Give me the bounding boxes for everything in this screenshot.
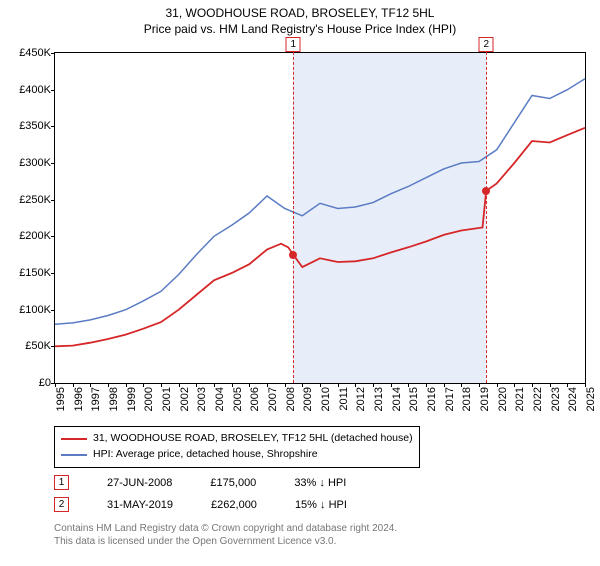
xtick-label: 2017	[444, 387, 456, 411]
legend-label: HPI: Average price, detached house, Shro…	[93, 447, 318, 463]
xtick-label: 2009	[302, 387, 314, 411]
chart-title: 31, WOODHOUSE ROAD, BROSELEY, TF12 5HL P…	[0, 6, 600, 37]
sale-row-1: 1 27-JUN-2008 £175,000 33% ↓ HPI	[54, 475, 346, 490]
xtick-label: 2018	[461, 387, 473, 411]
ytick-mark	[51, 236, 55, 237]
footnote-line-2: This data is licensed under the Open Gov…	[54, 535, 397, 548]
xtick-label: 2021	[514, 387, 526, 411]
series-price_paid	[55, 128, 585, 346]
footnote: Contains HM Land Registry data © Crown c…	[54, 522, 397, 548]
ytick-mark	[51, 346, 55, 347]
xtick-label: 2022	[532, 387, 544, 411]
xtick-label: 2016	[426, 387, 438, 411]
xtick-label: 2006	[249, 387, 261, 411]
series-hpi	[55, 79, 585, 325]
legend-label: 31, WOODHOUSE ROAD, BROSELEY, TF12 5HL (…	[93, 431, 413, 447]
plot-area: £0£50K£100K£150K£200K£250K£300K£350K£400…	[54, 52, 586, 384]
title-line-2: Price paid vs. HM Land Registry's House …	[0, 22, 600, 38]
xtick-label: 2011	[338, 387, 350, 411]
marker-box: 2	[479, 37, 494, 52]
marker-dashed-line	[486, 37, 487, 383]
down-arrow-icon: ↓	[320, 499, 326, 511]
ytick-mark	[51, 200, 55, 201]
xtick-label: 2013	[373, 387, 385, 411]
sale-dot	[289, 251, 297, 259]
xtick-label: 2019	[479, 387, 491, 411]
xtick-label: 2003	[196, 387, 208, 411]
xtick-label: 2001	[161, 387, 173, 411]
xtick-label: 2020	[497, 387, 509, 411]
xtick-label: 2002	[179, 387, 191, 411]
xtick-label: 2004	[214, 387, 226, 411]
sale-marker-1: 1	[54, 475, 69, 490]
sale-date-1: 27-JUN-2008	[107, 477, 172, 489]
xtick-label: 2010	[320, 387, 332, 411]
marker-dashed-line	[293, 37, 294, 383]
ytick-label: £150K	[19, 267, 51, 279]
ytick-mark	[51, 163, 55, 164]
ytick-mark	[51, 273, 55, 274]
ytick-label: £0	[39, 377, 51, 389]
sale-marker-2: 2	[54, 497, 69, 512]
down-arrow-icon: ↓	[319, 477, 325, 489]
ytick-mark	[51, 53, 55, 54]
xtick-label: 2008	[285, 387, 297, 411]
xtick-label: 2005	[232, 387, 244, 411]
legend-row: HPI: Average price, detached house, Shro…	[61, 447, 413, 463]
ytick-label: £400K	[19, 84, 51, 96]
footnote-line-1: Contains HM Land Registry data © Crown c…	[54, 522, 397, 535]
sale-price-1: £175,000	[210, 477, 256, 489]
ytick-label: £450K	[19, 47, 51, 59]
ytick-label: £100K	[19, 304, 51, 316]
xtick-label: 1998	[108, 387, 120, 411]
xtick-label: 1996	[73, 387, 85, 411]
xtick-label: 2007	[267, 387, 279, 411]
title-line-1: 31, WOODHOUSE ROAD, BROSELEY, TF12 5HL	[0, 6, 600, 22]
chart-container: 31, WOODHOUSE ROAD, BROSELEY, TF12 5HL P…	[0, 6, 600, 566]
xtick-label: 1999	[126, 387, 138, 411]
sale-delta-1: 33% ↓ HPI	[294, 477, 346, 489]
xtick-label: 1995	[55, 387, 67, 411]
ytick-label: £250K	[19, 194, 51, 206]
ytick-mark	[51, 310, 55, 311]
xtick-label: 2023	[550, 387, 562, 411]
legend-swatch	[61, 454, 87, 456]
xtick-label: 1997	[90, 387, 102, 411]
sale-date-2: 31-MAY-2019	[107, 499, 173, 511]
ytick-label: £350K	[19, 120, 51, 132]
sale-row-2: 2 31-MAY-2019 £262,000 15% ↓ HPI	[54, 497, 347, 512]
xtick-label: 2012	[355, 387, 367, 411]
marker-box: 1	[286, 37, 301, 52]
sale-price-2: £262,000	[211, 499, 257, 511]
ytick-label: £50K	[25, 340, 51, 352]
ytick-mark	[51, 90, 55, 91]
ytick-label: £300K	[19, 157, 51, 169]
ytick-label: £200K	[19, 230, 51, 242]
chart-lines	[55, 53, 585, 383]
xtick-label: 2014	[391, 387, 403, 411]
legend: 31, WOODHOUSE ROAD, BROSELEY, TF12 5HL (…	[54, 426, 420, 468]
ytick-mark	[51, 126, 55, 127]
xtick-label: 2024	[567, 387, 579, 411]
legend-swatch	[61, 438, 87, 440]
legend-row: 31, WOODHOUSE ROAD, BROSELEY, TF12 5HL (…	[61, 431, 413, 447]
xtick-label: 2015	[408, 387, 420, 411]
sale-delta-2: 15% ↓ HPI	[295, 499, 347, 511]
sale-dot	[482, 187, 490, 195]
xtick-label: 2000	[143, 387, 155, 411]
xtick-label: 2025	[585, 387, 597, 411]
